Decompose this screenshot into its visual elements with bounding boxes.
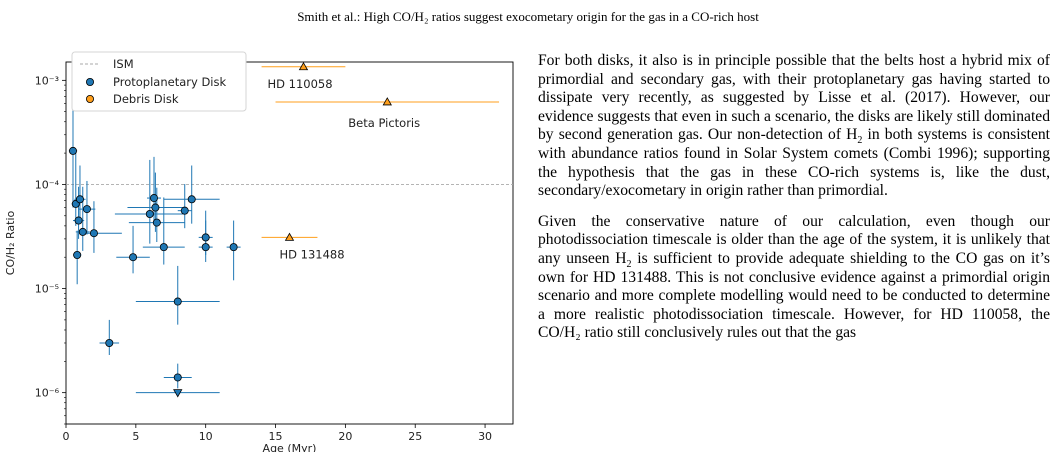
paragraph-2: Given the conservative nature of our cal… [538, 212, 1050, 342]
co-h2-ratio-chart: 0 5 10 15 20 25 30 10⁻⁶ 10⁻⁵ 10⁻⁴ 10⁻³ Age (Myr) CO/… [4, 51, 514, 452]
y-tick-label: 10⁻³ [35, 74, 59, 87]
protoplanetary-point [78, 227, 87, 236]
protoplanetary-point [151, 203, 160, 212]
y-tick-label: 10⁻⁵ [35, 283, 59, 296]
protoplanetary-upper-limit [173, 389, 183, 398]
protoplanetary-point [82, 205, 91, 214]
debris-point [298, 61, 309, 71]
debris-point [284, 232, 295, 241]
debris-annotation: Beta Pictoris [348, 116, 420, 130]
protoplanetary-point [201, 243, 210, 252]
y-tick-label: 10⁻⁶ [35, 387, 60, 400]
y-axis-label: CO/H₂ Ratio [4, 211, 17, 276]
x-axis-label: Age (Myr) [263, 442, 317, 452]
legend-box [71, 51, 247, 112]
protoplanetary-point [105, 338, 114, 347]
protoplanetary-point [74, 216, 83, 225]
running-header: Smith et al.: High CO/H₂ ratios suggest … [297, 9, 759, 24]
protoplanetary-point [229, 243, 238, 252]
protoplanetary-point [89, 229, 98, 238]
x-tick-label: 30 [478, 430, 492, 443]
protoplanetary-point [159, 243, 168, 252]
protoplanetary-point [173, 373, 182, 382]
protoplanetary-point [145, 210, 154, 219]
protoplanetary-point [129, 253, 138, 262]
debris-annotation: HD 131488 [280, 247, 345, 261]
x-tick-label: 15 [269, 430, 283, 443]
x-tick-label: 10 [199, 430, 213, 443]
protoplanetary-point [187, 195, 196, 204]
protoplanetary-point [75, 195, 84, 204]
debris-point [382, 97, 392, 106]
protoplanetary-point [68, 146, 77, 155]
x-tick-label: 20 [338, 430, 352, 443]
y-tick-label: 10⁻⁴ [35, 178, 60, 191]
x-tick-label: 25 [408, 430, 422, 443]
legend-ism-label: ISM [113, 57, 134, 71]
legend-protoplanetary-label: Protoplanetary Disk [113, 75, 226, 89]
protoplanetary-point [180, 206, 189, 215]
protoplanetary-point [173, 297, 182, 306]
debris-annotation: HD 110058 [267, 77, 332, 91]
legend-protoplanetary-swatch [86, 78, 95, 87]
legend-debris-label: Debris Disk [113, 92, 179, 106]
body-text-column: For both disks, it also is in principle … [538, 52, 1050, 355]
plot-frame [65, 61, 514, 425]
x-tick-label: 5 [132, 430, 139, 443]
x-tick-label: 0 [63, 430, 70, 443]
protoplanetary-point [152, 218, 161, 227]
protoplanetary-point [201, 233, 210, 242]
legend-debris-swatch [86, 95, 95, 104]
protoplanetary-point [73, 251, 82, 260]
paragraph-1: For both disks, it also is in principle … [538, 52, 1050, 200]
protoplanetary-point [150, 194, 159, 203]
